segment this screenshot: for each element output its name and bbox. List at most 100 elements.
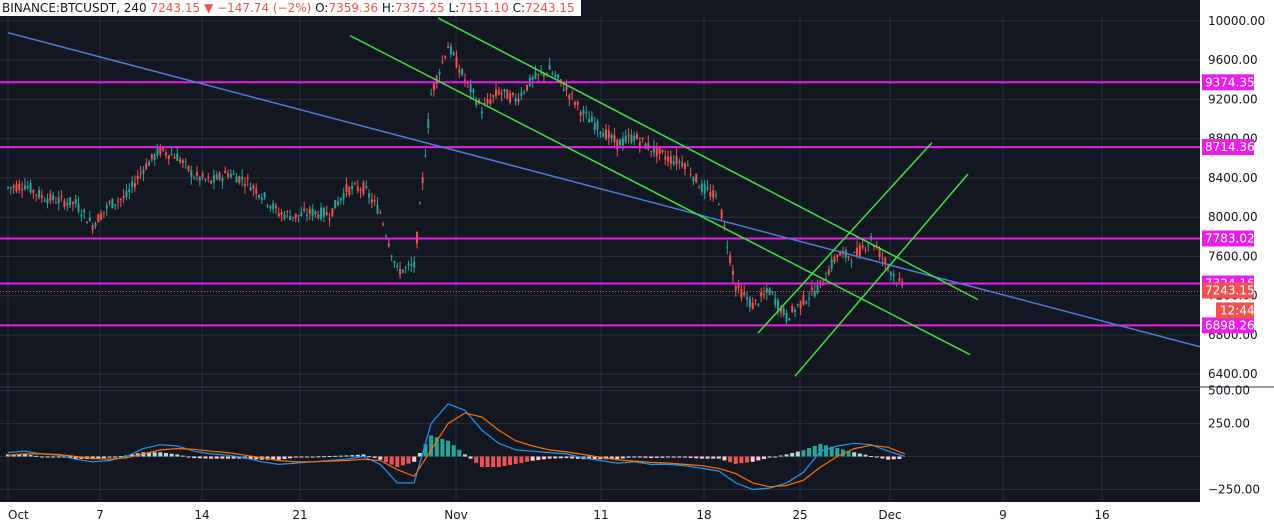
candle-body — [229, 173, 232, 178]
low-value: 7151.10 — [459, 1, 509, 15]
candle-body — [345, 184, 348, 193]
candle-body — [125, 191, 128, 198]
candle-body — [370, 199, 373, 203]
histogram-bar — [107, 456, 112, 458]
candle-body — [74, 199, 77, 204]
candle-body — [117, 201, 120, 203]
candle-body — [469, 84, 472, 93]
candle-body — [509, 93, 512, 103]
candle-body — [816, 285, 819, 294]
histogram-bar — [305, 456, 309, 458]
candle-body — [303, 208, 306, 211]
candle-body — [751, 302, 754, 310]
histogram-bar — [327, 455, 332, 457]
candle-body — [269, 205, 272, 209]
countdown-label: 12:44 — [1220, 303, 1255, 317]
y-tick-label: 6400.00 — [1208, 367, 1258, 381]
candle-body — [255, 188, 258, 194]
candle-body — [590, 116, 593, 122]
level-label: 8714.36 — [1205, 140, 1255, 154]
candle-body — [557, 74, 560, 79]
candle-body — [418, 203, 421, 205]
histogram-bar — [389, 456, 394, 465]
candle-body — [568, 94, 571, 99]
candle-body — [864, 249, 867, 251]
histogram-bar — [491, 456, 496, 468]
histogram-bar — [299, 456, 304, 458]
candle-body — [224, 170, 227, 174]
candle-body — [672, 161, 675, 165]
candle-body — [142, 169, 145, 174]
symbol-label[interactable]: BINANCE:BTCUSDT, 240 — [2, 1, 147, 15]
histogram-bar — [417, 453, 422, 457]
candle-body — [227, 173, 230, 178]
candle-body — [839, 252, 842, 256]
candle-body — [387, 243, 390, 247]
candle-body — [179, 159, 182, 163]
candle-body — [777, 300, 780, 310]
x-tick-label: Dec — [878, 508, 901, 522]
histogram-bar — [180, 455, 185, 457]
level-badge — [1202, 230, 1254, 247]
histogram-bar — [643, 456, 648, 458]
histogram-bar — [541, 456, 546, 460]
histogram-bar — [96, 456, 101, 459]
histogram-bar — [344, 455, 349, 457]
candle-body — [258, 195, 261, 198]
candle-body — [212, 175, 215, 182]
y-tick-label: 10000.00 — [1208, 14, 1265, 28]
candle-body — [698, 187, 701, 189]
candle-body — [898, 278, 901, 281]
candle-body — [94, 223, 97, 227]
histogram-bar — [316, 456, 321, 458]
candle-body — [249, 187, 252, 191]
histogram-bar — [530, 456, 535, 461]
candle-body — [706, 187, 709, 190]
candle-body — [853, 252, 856, 254]
candle-body — [193, 177, 196, 179]
histogram-bar — [688, 456, 693, 458]
histogram-bar — [891, 456, 896, 460]
x-tick-label: Nov — [444, 508, 467, 522]
candle-body — [404, 266, 407, 268]
histogram-bar — [897, 456, 902, 459]
histogram-bar — [28, 455, 33, 457]
histogram-bar — [824, 445, 829, 457]
histogram-bar — [519, 456, 524, 463]
candle-body — [551, 72, 554, 75]
candle-body — [593, 123, 596, 130]
histogram-bar — [383, 456, 388, 463]
candle-body — [317, 214, 320, 218]
candle-body — [630, 135, 633, 143]
candle-body — [190, 170, 193, 178]
histogram-bar — [575, 456, 580, 459]
candle-body — [60, 195, 63, 197]
candle-body — [291, 216, 294, 219]
candle-body — [712, 190, 715, 198]
candle-body — [337, 201, 340, 206]
candle-body — [362, 182, 365, 194]
candle-body — [461, 69, 464, 75]
histogram-bar — [739, 456, 744, 464]
x-tick-label: 21 — [292, 508, 307, 522]
candle-body — [500, 93, 503, 95]
histogram-bar — [293, 456, 298, 458]
histogram-bar — [745, 456, 750, 463]
candle-body — [506, 89, 509, 100]
candle-body — [91, 225, 94, 231]
candle-body — [861, 245, 864, 248]
candle-body — [111, 198, 114, 209]
candle-body — [836, 254, 839, 257]
candle-body — [274, 205, 277, 209]
candle-body — [260, 197, 263, 200]
histogram-bar — [237, 456, 242, 459]
candle-body — [472, 89, 475, 93]
candle-body — [432, 83, 435, 91]
histogram-bar — [502, 456, 507, 467]
histogram-bar — [750, 456, 755, 462]
change-value: −147.74 (−2%) — [217, 1, 312, 15]
macd-tick-label: 250.00 — [1208, 417, 1250, 431]
candle-body — [7, 187, 9, 189]
candle-body — [489, 99, 492, 105]
